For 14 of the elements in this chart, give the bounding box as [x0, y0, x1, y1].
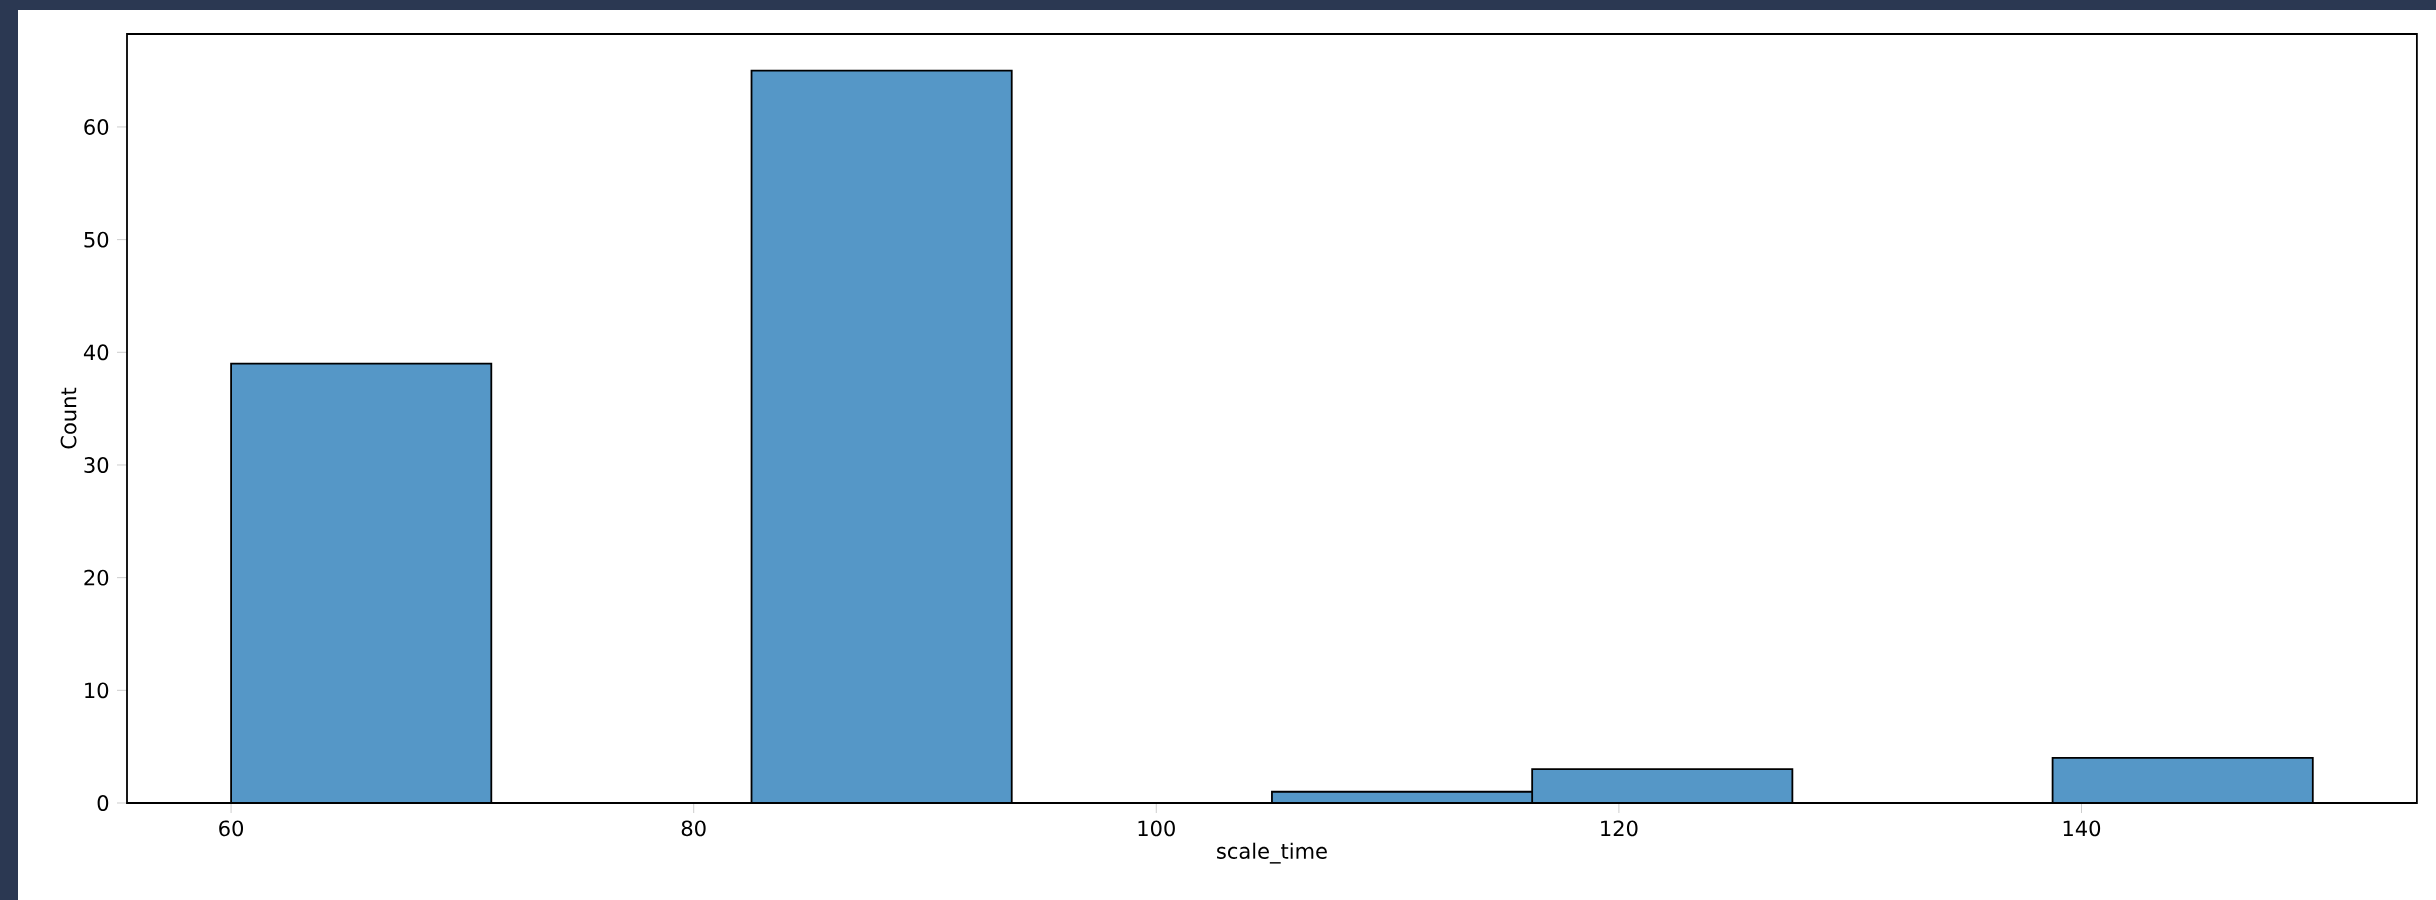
- y-tick-label: 20: [84, 569, 109, 586]
- x-tick-label: 120: [1601, 820, 1638, 837]
- x-tick-label: 100: [1138, 820, 1175, 837]
- y-tick-label: 50: [84, 231, 109, 248]
- y-tick-label: 40: [83, 344, 109, 361]
- x-axis-title: scale_time: [1217, 842, 1327, 864]
- y-tick-label: 30: [84, 457, 109, 473]
- y-tick-label: 60: [84, 119, 109, 135]
- y-axis-title: Count: [60, 387, 77, 449]
- y-tick-label: 0: [97, 795, 109, 811]
- x-tick-label: 80: [681, 820, 706, 837]
- x-tick-label: 60: [219, 820, 244, 837]
- y-tick-label: 10: [85, 682, 109, 699]
- x-tick-label: 140: [2063, 820, 2101, 837]
